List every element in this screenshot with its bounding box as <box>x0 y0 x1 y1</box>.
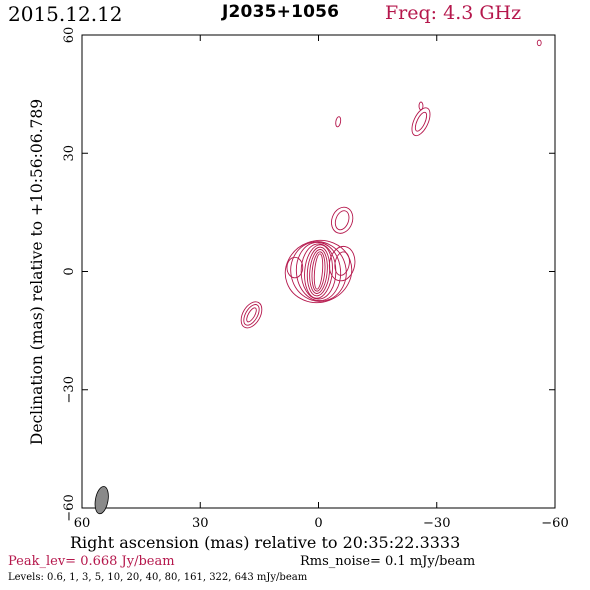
contour-ring <box>290 241 347 302</box>
contour-layer <box>240 39 542 329</box>
contour-ring <box>536 39 542 47</box>
peak-level: Peak_lev= 0.668 Jy/beam <box>8 554 175 569</box>
x-tick-label: 60 <box>74 516 91 531</box>
x-tick-label: 30 <box>192 516 209 531</box>
contour-ring <box>313 253 324 290</box>
y-tick-label: 0 <box>62 267 77 275</box>
contour-ring <box>286 256 304 279</box>
contour-ring <box>334 210 350 231</box>
contour-ring <box>411 107 431 137</box>
axis-ticks <box>81 34 556 509</box>
contour-ring <box>246 307 257 323</box>
observation-date: 2015.12.12 <box>8 2 123 26</box>
contour-ring <box>295 241 342 302</box>
plot-frame <box>81 34 556 509</box>
contour-ring <box>418 101 424 111</box>
contour-ring <box>309 249 328 294</box>
contour-ring <box>414 111 428 132</box>
frequency-label: Freq: 4.3 GHz <box>385 2 522 24</box>
contour-ring <box>243 304 260 326</box>
contour-levels: Levels: 0.6, 1, 3, 5, 10, 20, 40, 80, 16… <box>8 572 308 583</box>
y-tick-label: −60 <box>62 494 77 521</box>
contour-ring <box>304 244 333 299</box>
contour-ring <box>306 246 331 297</box>
contour-ring <box>311 251 326 292</box>
contour-ring <box>331 206 354 234</box>
contour-ring <box>334 251 350 276</box>
contour-ring <box>335 116 342 128</box>
x-axis-label: Right ascension (mas) relative to 20:35:… <box>70 533 461 552</box>
x-tick-label: −60 <box>541 516 568 531</box>
beam-layer <box>94 486 109 515</box>
y-tick-label: 30 <box>62 145 77 162</box>
contour-ring <box>328 245 356 282</box>
contour-ring <box>240 301 263 329</box>
y-axis-label: Declination (mas) relative to +10:56:06.… <box>28 99 46 445</box>
rms-noise: Rms_noise= 0.1 mJy/beam <box>300 554 476 569</box>
tick-labels: 60 30 0 −30 −60 −60 −30 0 30 60 <box>62 27 569 531</box>
beam-ellipse <box>94 486 109 515</box>
source-name: J2035+1056 <box>222 2 340 22</box>
x-tick-label: −30 <box>423 516 450 531</box>
y-tick-label: −30 <box>62 376 77 403</box>
y-tick-label: 60 <box>62 27 77 44</box>
contour-ring <box>284 239 353 304</box>
x-tick-label: 0 <box>314 516 322 531</box>
